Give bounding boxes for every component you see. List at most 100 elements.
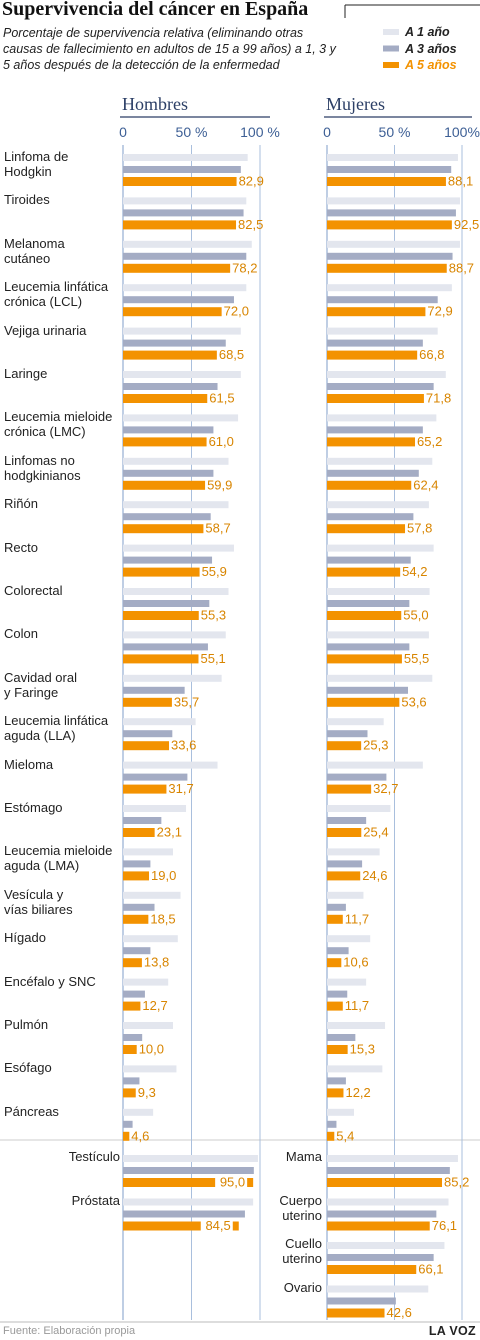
category-label: Cuerpo uterino — [279, 1192, 322, 1223]
value-label: 11,7 — [345, 998, 369, 1013]
bar — [123, 524, 204, 534]
bar — [123, 697, 172, 707]
bar — [327, 1108, 354, 1116]
bar — [123, 1221, 239, 1231]
bar — [123, 252, 247, 260]
bar — [327, 828, 362, 837]
bar — [327, 177, 446, 186]
bar — [327, 469, 419, 477]
bar — [123, 220, 237, 230]
bar — [123, 394, 208, 403]
bar — [123, 805, 187, 812]
bar — [327, 1065, 383, 1073]
category-label: Hígado — [4, 930, 46, 946]
category-label: Leucemia linfática aguda (LLA) — [4, 713, 109, 744]
bar — [327, 860, 363, 868]
bar — [123, 437, 207, 447]
bar — [123, 588, 229, 595]
bar — [327, 891, 364, 899]
value-label-bg — [215, 1176, 248, 1189]
bar — [123, 784, 167, 794]
value-label: 9,3 — [138, 1085, 156, 1100]
bar — [123, 327, 241, 335]
value-label: 53,6 — [401, 694, 426, 709]
bar — [327, 1265, 417, 1274]
value-label: 82,5 — [238, 217, 263, 232]
bar — [123, 1131, 130, 1141]
bar — [123, 209, 244, 217]
bar — [327, 697, 400, 707]
x-tick-label: 50 % — [379, 124, 411, 140]
bar — [123, 848, 174, 856]
bar — [327, 1242, 445, 1249]
bar — [123, 350, 217, 360]
bar — [327, 1022, 386, 1029]
bar — [327, 1254, 434, 1261]
category-label: Linfoma de Hodgkin — [4, 149, 69, 179]
bar — [123, 871, 150, 881]
bar — [327, 1210, 437, 1218]
bar — [327, 935, 371, 943]
legend-label: A 5 años — [405, 58, 457, 72]
value-label: 55,0 — [403, 608, 428, 623]
bar — [123, 860, 151, 868]
bar — [327, 414, 437, 422]
bar — [327, 871, 361, 881]
bar — [123, 544, 234, 552]
bar — [123, 154, 248, 161]
bar — [327, 437, 416, 447]
bar — [123, 296, 234, 304]
bar — [327, 1001, 343, 1011]
category-label: Riñón — [4, 496, 38, 512]
bar — [123, 177, 237, 186]
value-label: 61,5 — [209, 391, 234, 406]
bar — [123, 1077, 140, 1085]
category-label: Próstata — [71, 1192, 120, 1208]
bar — [123, 611, 199, 620]
value-label: 4,6 — [131, 1128, 149, 1143]
bar — [123, 674, 222, 682]
value-label-bg — [200, 1219, 233, 1233]
bar — [123, 1120, 133, 1128]
bar — [327, 567, 401, 577]
category-label: Leucemia mieloide aguda (LMA) — [4, 843, 113, 874]
bar — [327, 1221, 430, 1231]
bar — [327, 426, 423, 434]
value-label: 66,8 — [419, 347, 444, 362]
category-label: Vesícula y vías biliares — [4, 886, 73, 917]
bar — [327, 990, 348, 998]
bar — [123, 1210, 245, 1218]
bar — [327, 263, 447, 273]
bar — [123, 958, 142, 968]
value-label: 19,0 — [151, 868, 176, 883]
bar — [123, 947, 151, 955]
bar — [123, 978, 169, 986]
bar — [327, 718, 384, 726]
bar — [327, 643, 410, 651]
source: Fuente: Elaboración propia — [3, 1325, 136, 1337]
bar — [327, 457, 433, 465]
bar — [327, 284, 452, 292]
bar — [123, 935, 178, 943]
category-label: Pulmón — [4, 1017, 49, 1032]
bar — [123, 891, 181, 899]
value-label: 32,7 — [373, 781, 398, 796]
brand: LA VOZ — [428, 1324, 476, 1338]
value-label: 25,4 — [363, 825, 388, 840]
bar — [123, 1045, 137, 1054]
bar — [327, 1308, 385, 1318]
bar — [327, 166, 452, 173]
bar — [327, 611, 402, 620]
category-label: Páncreas — [4, 1103, 59, 1119]
bar — [327, 978, 367, 986]
bar — [327, 544, 434, 552]
value-label: 68,5 — [219, 347, 244, 362]
bar — [123, 240, 252, 248]
value-label: 78,2 — [232, 260, 257, 275]
bar — [327, 252, 453, 260]
bar — [327, 784, 372, 794]
bar — [327, 848, 380, 856]
bar — [123, 371, 241, 378]
category-label: Recto — [4, 539, 38, 555]
